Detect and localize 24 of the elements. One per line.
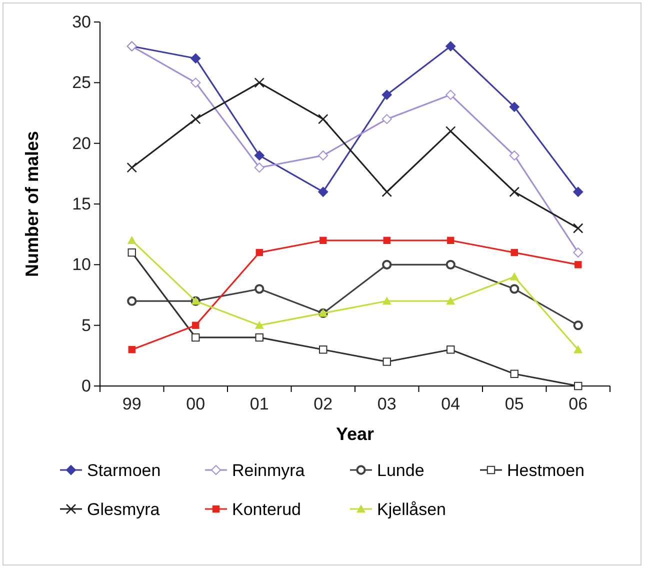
x-tick-label: 01	[250, 394, 269, 414]
y-tick-label: 25	[72, 73, 91, 92]
y-tick-label: 10	[72, 255, 91, 274]
x-tick-label: 02	[314, 394, 333, 414]
legend-label: Lunde	[377, 461, 424, 480]
legend-label: Glesmyra	[87, 500, 160, 519]
x-tick-label: 06	[568, 394, 588, 414]
legend-label: Kjellåsen	[377, 500, 446, 519]
legend-label: Hestmoen	[507, 461, 584, 480]
y-axis-title: Number of males	[22, 130, 42, 278]
legend-label: Starmoen	[87, 461, 161, 480]
x-tick-label: 03	[377, 394, 396, 414]
y-tick-label: 0	[82, 376, 91, 396]
x-tick-label: 05	[504, 394, 524, 414]
x-tick-label: 04	[441, 394, 460, 414]
y-tick-label: 30	[72, 12, 91, 32]
x-tick-label: 99	[122, 394, 142, 414]
x-tick-label: 00	[186, 394, 206, 414]
y-tick-label: 20	[72, 134, 91, 153]
y-tick-label: 5	[82, 316, 91, 335]
legend-label: Reinmyra	[232, 461, 306, 480]
legend-label: Konterud	[232, 500, 301, 519]
y-tick-label: 15	[72, 194, 91, 214]
x-axis-title: Year	[336, 424, 374, 444]
